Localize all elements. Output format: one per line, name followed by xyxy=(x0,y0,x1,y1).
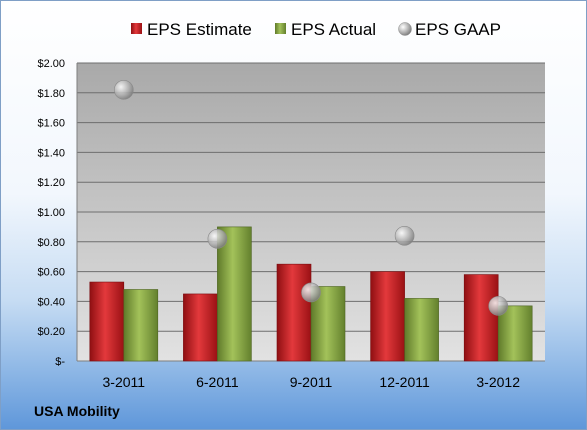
y-tick-label: $1.00 xyxy=(37,207,65,219)
marker-eps-gaap xyxy=(394,226,415,246)
bar-eps-estimate xyxy=(276,263,312,362)
legend-swatch xyxy=(275,23,286,34)
bar-eps-actual xyxy=(123,289,159,362)
y-tick-label: $1.40 xyxy=(37,147,65,159)
x-tick-label: 9-2011 xyxy=(290,374,333,390)
legend-swatch xyxy=(131,23,142,34)
y-tick-label: $0.80 xyxy=(37,237,65,249)
marker-eps-gaap xyxy=(114,80,134,100)
legend-label: EPS Estimate xyxy=(147,20,252,39)
y-tick-label: $1.60 xyxy=(37,118,65,130)
marker-eps-gaap xyxy=(301,282,321,303)
x-tick-label: 6-2011 xyxy=(196,374,239,390)
y-tick-label: $1.80 xyxy=(37,88,65,100)
legend-swatch xyxy=(398,22,412,36)
marker-eps-gaap xyxy=(488,296,509,316)
y-tick-label: $0.20 xyxy=(37,326,65,338)
y-tick-label: $0.60 xyxy=(37,267,65,279)
y-tick-label: $0.40 xyxy=(37,296,65,308)
bar-eps-actual xyxy=(217,226,252,362)
bar-eps-estimate xyxy=(183,293,218,362)
legend-label: EPS GAAP xyxy=(415,20,501,39)
legend-label: EPS Actual xyxy=(291,20,376,39)
y-tick-label: $2.00 xyxy=(37,58,65,70)
plot-area: $2.00 $1.80 $1.60 $1.40 $1.20 $1.00 $0.80 $0.60… xyxy=(37,58,545,390)
x-tick-label: 3-2011 xyxy=(103,374,146,390)
bar-eps-estimate xyxy=(370,271,405,362)
x-tick-label: 12-2011 xyxy=(379,374,430,390)
legend: EPS Estimate EPS Actual EPS GAAP xyxy=(131,20,501,39)
company-name: USA Mobility xyxy=(34,403,120,419)
y-tick-label: $1.20 xyxy=(37,177,65,189)
bar-eps-estimate xyxy=(89,281,125,362)
marker-eps-gaap xyxy=(207,229,228,249)
bar-eps-actual xyxy=(497,305,533,362)
bar-eps-actual xyxy=(404,298,439,362)
y-tick-label: $- xyxy=(55,356,65,368)
x-tick-label: 3-2012 xyxy=(476,374,520,390)
bar-eps-estimate xyxy=(463,274,499,362)
